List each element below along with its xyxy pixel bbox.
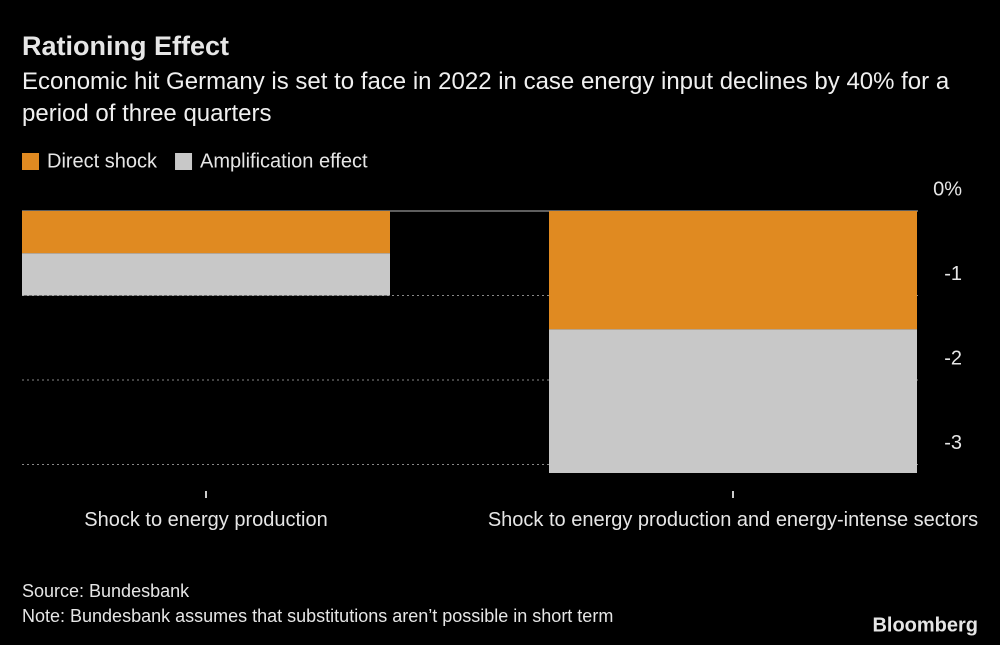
- note: Note: Bundesbank assumes that substituti…: [22, 606, 613, 626]
- legend-swatch: [175, 153, 193, 170]
- y-tick-label: -1: [944, 263, 962, 285]
- chart-subtitle: Economic hit Germany is set to face in 2…: [22, 68, 950, 127]
- legend-swatch: [22, 153, 39, 170]
- bar-segment: [549, 329, 917, 473]
- x-tick-label: Shock to energy production: [84, 509, 328, 531]
- chart-title: Rationing Effect: [22, 31, 229, 61]
- bar-segment: [549, 211, 917, 330]
- legend-label: Direct shock: [47, 150, 158, 172]
- y-tick-label: 0%: [933, 178, 962, 200]
- y-tick-label: -3: [944, 432, 962, 454]
- source: Source: Bundesbank: [22, 581, 190, 601]
- legend-label: Amplification effect: [200, 150, 368, 172]
- bar-segment: [22, 211, 390, 254]
- y-tick-label: -2: [944, 347, 962, 369]
- x-tick-label: Shock to energy production and energy-in…: [487, 509, 979, 531]
- bar-segment: [22, 253, 390, 296]
- brand: Bloomberg: [872, 614, 978, 636]
